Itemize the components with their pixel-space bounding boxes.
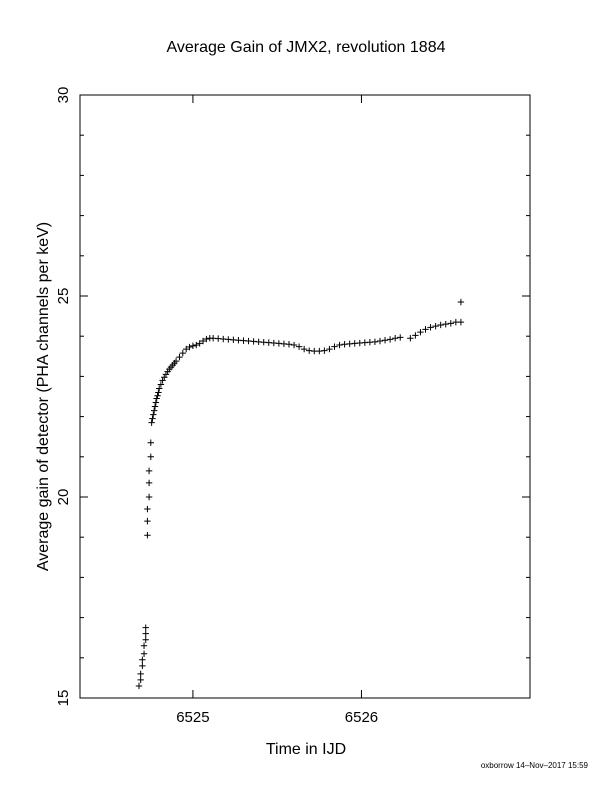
data-point — [157, 381, 165, 388]
data-point — [199, 337, 207, 345]
x-axis-ticks: 6525 6526 — [176, 95, 378, 726]
data-point — [142, 636, 149, 643]
data-point — [179, 349, 187, 357]
data-point — [432, 322, 439, 330]
data-point — [203, 335, 210, 343]
data-point — [331, 343, 338, 350]
data-point — [139, 662, 146, 670]
data-point — [162, 371, 170, 378]
data-point — [150, 407, 158, 414]
data-point — [156, 385, 163, 392]
data-point — [135, 682, 143, 690]
data-point — [137, 676, 144, 684]
data-point — [144, 505, 151, 513]
data-point — [407, 335, 414, 342]
data-point — [145, 467, 153, 475]
chart-title: Average Gain of JMX2, revolution 1884 — [167, 39, 446, 56]
data-point — [176, 353, 183, 361]
data-point — [186, 343, 193, 351]
data-point — [412, 332, 419, 339]
data-point — [386, 336, 394, 343]
data-point — [427, 324, 434, 331]
y-tick-label: 20 — [55, 489, 72, 506]
data-point — [193, 341, 200, 349]
y-tick-label: 30 — [55, 87, 72, 104]
data-point — [300, 345, 308, 353]
data-point — [140, 642, 148, 649]
data-point — [154, 392, 161, 399]
data-point — [142, 630, 149, 637]
data-point — [142, 624, 149, 631]
data-point — [290, 341, 298, 349]
data-point — [140, 650, 148, 657]
data-point — [391, 335, 399, 342]
plot-frame — [79, 94, 531, 699]
y-axis-ticks: 15 20 25 30 — [55, 87, 530, 707]
data-point — [148, 419, 155, 426]
data-point — [137, 670, 144, 678]
y-axis-label: Average gain of detector (PHA channels p… — [35, 222, 52, 571]
footer-credit: oxborrow 14–Nov–2017 15:59 — [481, 761, 589, 770]
data-point — [417, 328, 424, 336]
y-tick-label: 25 — [55, 288, 72, 305]
data-point — [437, 321, 444, 329]
data-point — [151, 403, 159, 410]
data-point — [161, 374, 168, 381]
data-point — [457, 298, 465, 306]
data-point — [172, 357, 180, 365]
x-axis-label: Time in IJD — [266, 741, 346, 758]
data-point — [144, 531, 151, 539]
data-point — [182, 345, 190, 353]
data-point — [326, 345, 333, 353]
data-point — [147, 453, 154, 460]
data-point — [457, 318, 465, 326]
data-point — [381, 337, 389, 344]
data-point — [155, 389, 162, 396]
data-point — [145, 493, 153, 501]
x-tick-label: 6526 — [345, 709, 378, 726]
data-point — [336, 341, 343, 349]
data-point — [152, 399, 160, 406]
data-point — [189, 342, 197, 350]
data-point — [447, 320, 454, 327]
data-point — [159, 377, 166, 384]
data-point — [295, 343, 303, 350]
data-point — [150, 411, 157, 418]
data-point — [285, 341, 293, 348]
data-point — [371, 338, 379, 346]
data-point — [149, 415, 156, 422]
data-points — [135, 298, 465, 690]
data-point — [139, 656, 146, 664]
data-point — [376, 337, 384, 345]
y-tick-label: 15 — [55, 690, 72, 707]
data-point — [144, 517, 151, 525]
x-tick-label: 6525 — [176, 709, 209, 726]
data-point — [196, 340, 203, 347]
data-point — [422, 326, 429, 333]
data-point — [321, 347, 328, 354]
data-point — [145, 479, 153, 487]
data-point — [153, 395, 160, 402]
data-point — [442, 320, 449, 328]
data-point — [397, 334, 404, 341]
data-point — [147, 439, 154, 446]
